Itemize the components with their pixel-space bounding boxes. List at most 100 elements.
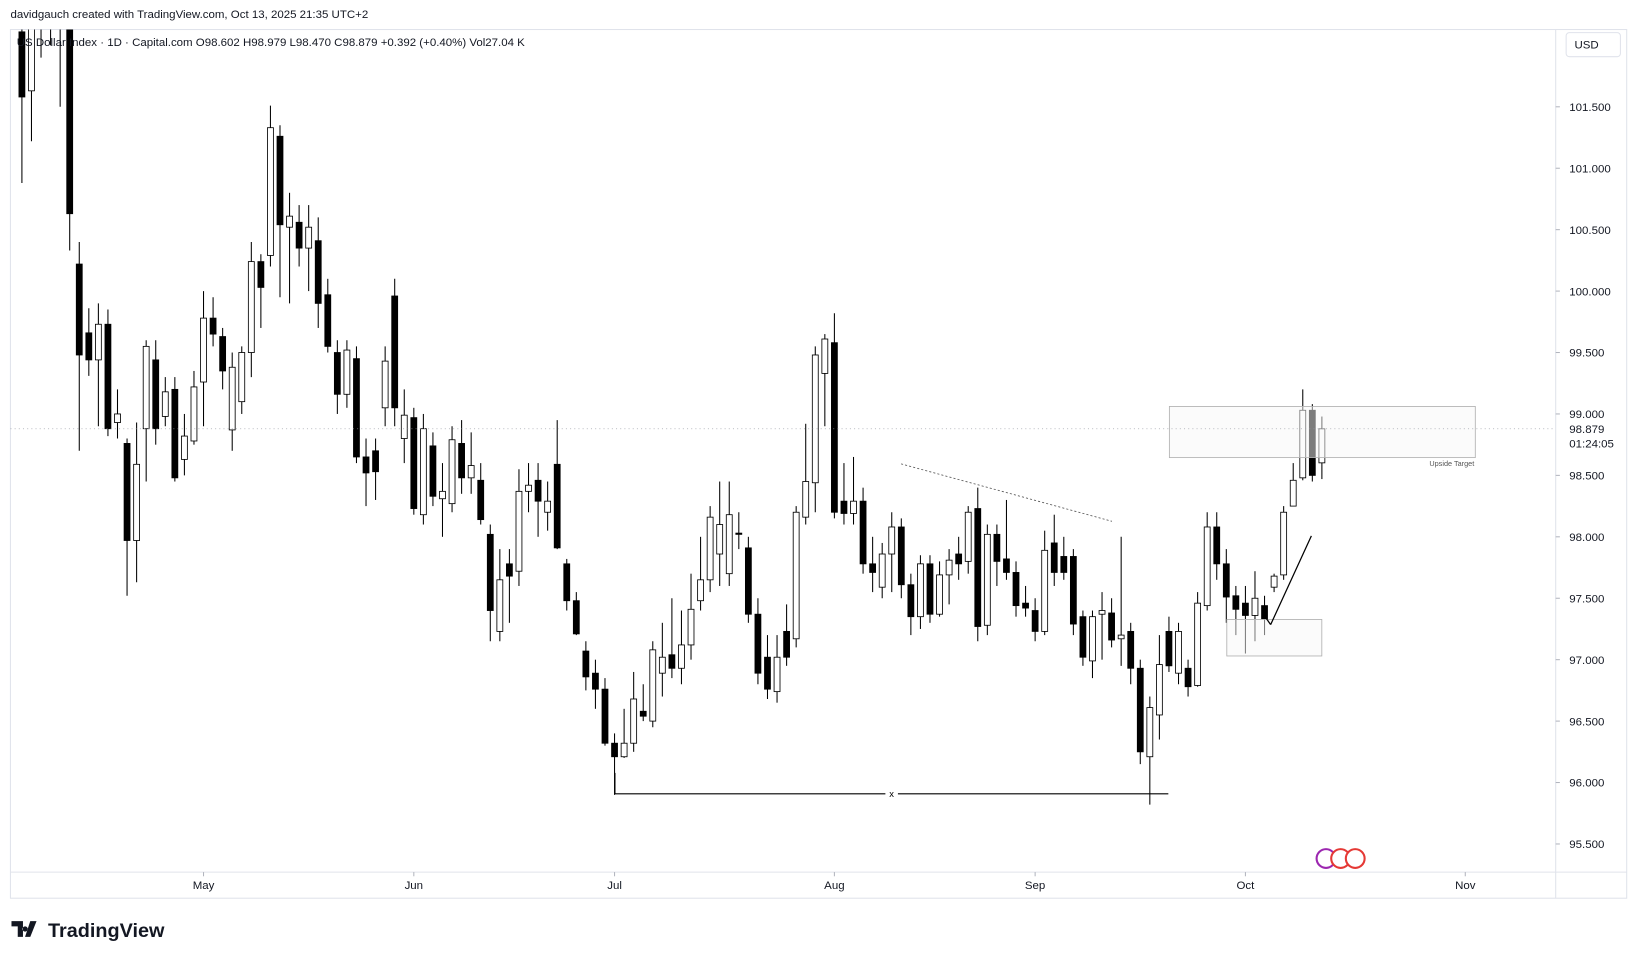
x-tick-label: Sep bbox=[1025, 880, 1045, 892]
candle-body bbox=[1050, 542, 1058, 573]
event-icons bbox=[1315, 848, 1366, 869]
candle-body bbox=[945, 559, 953, 576]
x-tick-label: Oct bbox=[1236, 880, 1255, 892]
candle-body bbox=[1232, 595, 1240, 610]
candle-body bbox=[658, 656, 666, 674]
candle-body bbox=[850, 500, 857, 514]
candle-body bbox=[1127, 630, 1135, 669]
candle-body bbox=[811, 354, 819, 484]
candle-body bbox=[764, 656, 771, 690]
candle-body bbox=[458, 443, 465, 479]
y-tick-label: 98.500 bbox=[1569, 471, 1604, 483]
candle-body bbox=[343, 349, 351, 395]
candle-body bbox=[28, 29, 35, 92]
candle-body bbox=[773, 656, 781, 693]
candle-body bbox=[592, 672, 599, 690]
candle-body bbox=[257, 261, 265, 288]
currency[interactable]: USD bbox=[1574, 39, 1598, 51]
candle-body bbox=[1079, 616, 1087, 658]
frame bbox=[9, 28, 1628, 899]
last-price-label: 98.879 bbox=[1569, 424, 1604, 436]
arrow-line bbox=[1262, 613, 1272, 626]
candle-body bbox=[114, 413, 121, 423]
y-tick-label: 101.000 bbox=[1569, 163, 1610, 175]
candle-body bbox=[1031, 610, 1039, 632]
candle-body bbox=[534, 479, 542, 502]
candle-body bbox=[1136, 667, 1144, 753]
countdown: 01:24:05 bbox=[1569, 439, 1614, 451]
candle-body bbox=[601, 688, 609, 744]
candle-body bbox=[1184, 667, 1192, 688]
y-tick-label: 100.000 bbox=[1569, 286, 1610, 298]
candle-body bbox=[333, 352, 341, 395]
candle-body bbox=[1108, 612, 1115, 641]
candle-body bbox=[94, 323, 102, 361]
candle-body bbox=[200, 317, 207, 383]
y-tick-label: 97.000 bbox=[1569, 655, 1604, 667]
candle-body bbox=[190, 386, 198, 442]
candle-body bbox=[123, 443, 131, 541]
candle-body bbox=[362, 456, 370, 474]
candle-body bbox=[1280, 511, 1288, 576]
candle-body bbox=[142, 345, 150, 430]
candle-body bbox=[1156, 664, 1163, 716]
candle-body bbox=[697, 579, 704, 602]
candle-body bbox=[792, 511, 800, 640]
candle-body bbox=[1289, 479, 1297, 507]
y-tick-label: 101.500 bbox=[1569, 102, 1610, 114]
candle-body bbox=[152, 359, 160, 430]
candle-body bbox=[716, 524, 724, 555]
candle-body bbox=[209, 317, 217, 335]
candle-body bbox=[1270, 575, 1278, 588]
candle-body bbox=[1261, 605, 1268, 620]
candle-body bbox=[1175, 630, 1182, 674]
x-tick-label: Nov bbox=[1455, 880, 1476, 892]
candle-body bbox=[467, 465, 475, 479]
candle-body bbox=[161, 391, 169, 417]
candle-body bbox=[448, 439, 456, 505]
candle-body bbox=[391, 295, 399, 409]
candle-body bbox=[295, 221, 303, 249]
currency-box[interactable] bbox=[1565, 32, 1621, 58]
candle-body bbox=[706, 516, 714, 581]
candle-body bbox=[1165, 630, 1173, 667]
candle-body bbox=[1041, 549, 1049, 632]
candle-body bbox=[486, 533, 494, 611]
candle-body bbox=[869, 563, 877, 573]
candle-body bbox=[744, 547, 752, 615]
drawing-label: x bbox=[889, 788, 894, 799]
candle-body bbox=[1146, 707, 1154, 758]
event-icon[interactable] bbox=[1344, 848, 1366, 869]
x-tick-label: Jul bbox=[607, 880, 622, 892]
candle-body bbox=[620, 742, 628, 758]
candle-body bbox=[496, 579, 504, 632]
candle-body bbox=[993, 533, 1001, 562]
x-tick-label: Aug bbox=[824, 880, 844, 892]
y-tick-label: 96.000 bbox=[1569, 778, 1604, 790]
label-bg bbox=[885, 787, 898, 801]
candle-body bbox=[630, 698, 638, 744]
attribution: davidgauch created with TradingView.com,… bbox=[10, 9, 368, 21]
candle-body bbox=[372, 450, 379, 473]
trend-line bbox=[900, 463, 1113, 522]
candle-body bbox=[1222, 563, 1230, 598]
candle-body bbox=[75, 263, 83, 356]
candle-body bbox=[477, 479, 485, 521]
candle-body bbox=[897, 526, 905, 586]
y-tick-label: 97.500 bbox=[1569, 593, 1604, 605]
candle-body bbox=[1203, 526, 1211, 607]
candle-body bbox=[544, 500, 552, 513]
candle-body bbox=[735, 532, 743, 535]
candle-body bbox=[1022, 602, 1029, 609]
candle-body bbox=[228, 366, 236, 431]
candle-body bbox=[276, 135, 284, 226]
candle-body bbox=[305, 226, 313, 249]
y-tick-label: 96.500 bbox=[1569, 716, 1604, 728]
candle-body bbox=[831, 342, 838, 513]
y-tick-label: 98.000 bbox=[1569, 532, 1604, 544]
y-tick-label: 99.500 bbox=[1569, 348, 1604, 360]
brand-logo: TradingView bbox=[11, 920, 165, 942]
candle-body bbox=[687, 608, 695, 646]
candle-body bbox=[18, 31, 26, 98]
